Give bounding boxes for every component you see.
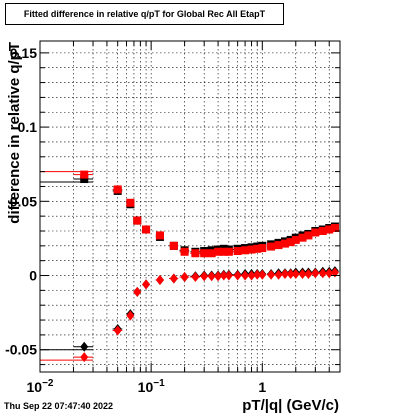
y-tick-label: 0.15 — [10, 45, 37, 61]
data-series — [73, 170, 339, 363]
data-point — [304, 231, 313, 240]
data-point — [133, 216, 142, 225]
x-tick-label: 1 — [258, 379, 266, 395]
data-point — [330, 224, 339, 233]
data-point — [224, 247, 233, 256]
data-point — [291, 269, 300, 280]
data-point — [318, 268, 327, 279]
data-point — [247, 245, 256, 254]
data-point — [280, 269, 289, 280]
title-box: Fitted difference in relative q/pT for G… — [5, 3, 284, 25]
data-point — [180, 272, 189, 283]
data-point — [207, 271, 216, 282]
band-lines — [40, 171, 94, 361]
x-tick-label: 10−2 — [27, 378, 54, 395]
tick-labels: -0.05 0 0.05 0.1 0.15 10−2 10−1 1 — [5, 45, 266, 395]
x-tick-label: 10−1 — [138, 378, 165, 395]
data-point — [80, 170, 89, 179]
data-point — [304, 269, 313, 280]
data-point — [241, 246, 250, 255]
data-point — [318, 226, 327, 235]
y-axis-title: difference in relative q/pT — [6, 42, 23, 224]
data-point — [133, 286, 142, 297]
data-point — [80, 341, 89, 352]
data-point — [311, 268, 320, 279]
data-point — [330, 267, 339, 278]
data-point — [253, 269, 262, 280]
data-point — [80, 352, 89, 363]
data-point — [298, 233, 307, 242]
data-point — [267, 242, 276, 251]
data-point — [247, 270, 256, 281]
data-point — [200, 249, 209, 258]
data-point — [224, 270, 233, 281]
data-point — [191, 249, 200, 258]
grid-lines — [40, 41, 340, 372]
data-point — [241, 270, 250, 281]
data-point — [126, 198, 135, 207]
x-axis-title: pT/|q| (GeV/c) — [242, 397, 339, 414]
data-point — [267, 269, 276, 280]
data-point — [280, 239, 289, 248]
data-point — [286, 269, 295, 280]
data-point — [325, 225, 334, 234]
y-tick-label: -0.05 — [5, 342, 37, 358]
y-tick-label: 0.05 — [10, 193, 37, 209]
data-point — [286, 238, 295, 247]
data-point — [274, 269, 283, 280]
data-point — [258, 269, 267, 280]
data-point — [258, 244, 267, 253]
axis-ticks — [39, 41, 341, 372]
data-point — [214, 271, 223, 282]
y-tick-label: 0 — [29, 268, 37, 284]
data-point — [200, 271, 209, 282]
data-point — [233, 247, 242, 256]
data-point — [180, 247, 189, 256]
data-point — [80, 175, 89, 184]
data-point — [113, 185, 122, 194]
data-point — [311, 228, 320, 237]
data-point — [207, 249, 216, 258]
plot-frame — [39, 40, 341, 373]
data-point — [169, 273, 178, 284]
data-point — [191, 272, 200, 283]
data-point — [233, 270, 242, 281]
data-point — [155, 274, 164, 285]
data-point — [142, 225, 151, 234]
data-point — [142, 279, 151, 290]
data-point — [274, 241, 283, 250]
data-point — [126, 310, 135, 321]
data-point — [291, 235, 300, 244]
data-point — [155, 231, 164, 240]
y-tick-label: 0.1 — [18, 119, 38, 135]
data-point — [113, 325, 122, 336]
data-point — [253, 244, 262, 253]
data-point — [298, 269, 307, 280]
plot-title: Fitted difference in relative q/pT for G… — [23, 9, 266, 19]
data-point — [169, 241, 178, 250]
data-point — [214, 247, 223, 256]
timestamp: Thu Sep 22 07:47:40 2022 — [4, 401, 113, 411]
